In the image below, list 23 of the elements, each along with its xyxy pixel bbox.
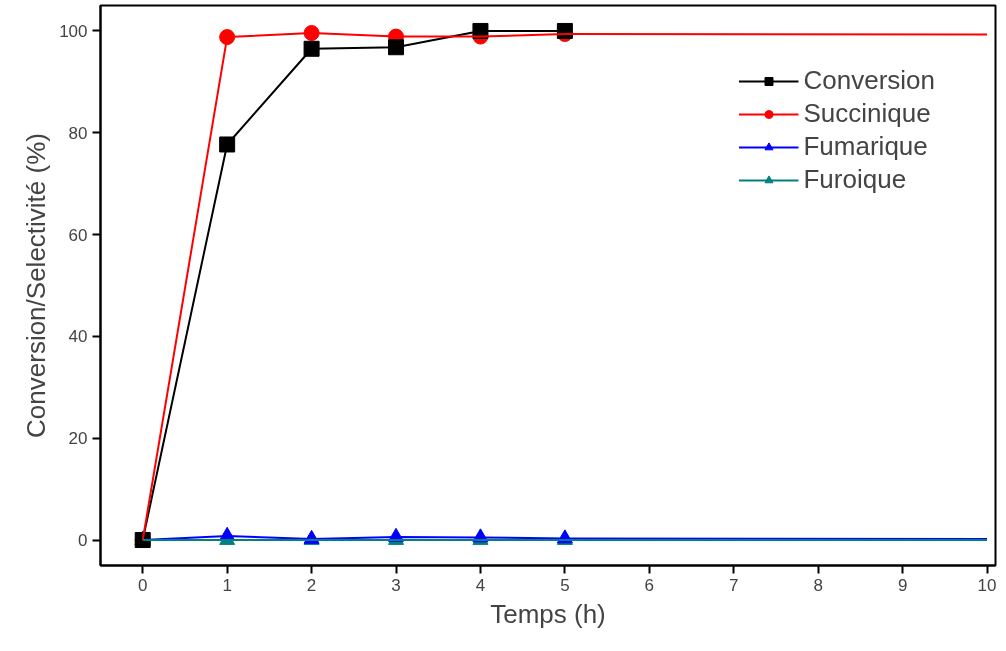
y-tick-label: 40 xyxy=(68,327,88,347)
x-tick-label: 7 xyxy=(729,575,739,595)
x-tick-label: 9 xyxy=(897,575,908,595)
legend-label: Conversion xyxy=(803,65,935,96)
y-tick-label: 100 xyxy=(59,21,88,41)
x-axis-title: Temps (h) xyxy=(490,598,606,629)
y-tick-label: 60 xyxy=(68,225,88,245)
y-tick-label: 80 xyxy=(68,123,88,143)
x-tick-label: 1 xyxy=(222,575,232,595)
y-tick-label: 0 xyxy=(78,531,88,551)
y-axis-title: Conversion/Selectivité (%) xyxy=(21,133,52,438)
legend-label: Fumarique xyxy=(803,131,928,162)
x-tick-label: 10 xyxy=(977,575,997,595)
x-tick-label: 4 xyxy=(475,575,486,595)
x-tick-label: 3 xyxy=(391,575,401,595)
x-tick-label: 2 xyxy=(306,575,317,595)
legend-label: Furoique xyxy=(803,164,907,195)
y-tick-label: 20 xyxy=(68,429,88,449)
x-tick-label: 8 xyxy=(813,575,823,595)
x-tick-label: 6 xyxy=(644,575,655,595)
legend-label: Succinique xyxy=(803,98,931,129)
x-tick-label: 0 xyxy=(137,575,148,595)
x-tick-label: 5 xyxy=(560,575,570,595)
